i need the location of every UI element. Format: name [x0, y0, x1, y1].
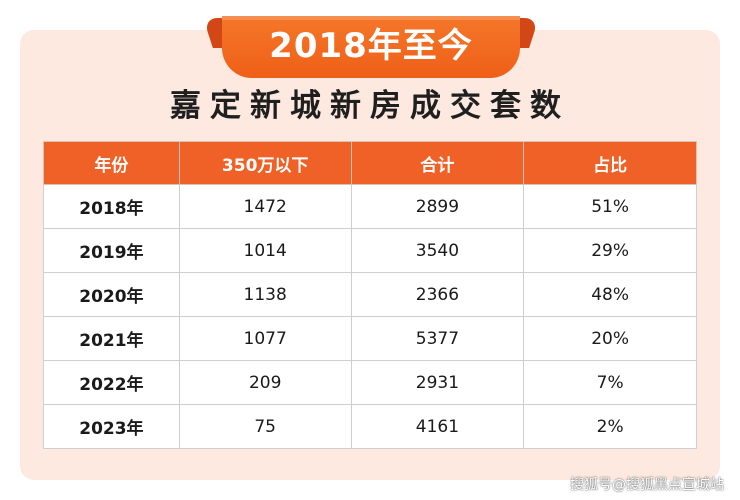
cell-total: 3540 [350, 228, 525, 273]
source-watermark: 搜狐号@搜狐黑点宣城站 [570, 477, 724, 493]
cell-total: 4161 [350, 404, 525, 449]
cell-year: 2022年 [43, 360, 180, 405]
cell-year: 2023年 [43, 404, 180, 449]
cell-year: 2020年 [43, 272, 180, 317]
cell-share: 7% [523, 360, 697, 405]
table-row: 2022年 209 2931 7% [43, 360, 697, 405]
ribbon-title: 2018年至今 [269, 26, 473, 66]
cell-under-3-5m: 1077 [178, 316, 352, 361]
header-year: 年份 [43, 141, 180, 185]
table-row: 2020年 1138 2366 48% [43, 272, 697, 317]
cell-under-3-5m: 1138 [178, 272, 352, 317]
ribbon-band [222, 16, 520, 78]
header-share: 占比 [523, 141, 697, 185]
cell-share: 48% [523, 272, 697, 317]
cell-share: 29% [523, 228, 697, 273]
cell-under-3-5m: 1014 [178, 228, 352, 273]
chart-title: 嘉定新城新房成交套数 [170, 88, 570, 124]
cell-total: 2899 [350, 184, 525, 229]
cell-year: 2018年 [43, 184, 180, 229]
header-under-3-5m: 350万以下 [178, 141, 352, 185]
cell-year: 2019年 [43, 228, 180, 273]
cell-under-3-5m: 1472 [178, 184, 352, 229]
cell-total: 5377 [350, 316, 525, 361]
cell-share: 20% [523, 316, 697, 361]
table-row: 2018年 1472 2899 51% [43, 184, 697, 229]
table-row: 2021年 1077 5377 20% [43, 316, 697, 361]
cell-share: 2% [523, 404, 697, 449]
table-row: 2023年 75 4161 2% [43, 404, 697, 449]
title-ribbon: 2018年至今 [203, 12, 539, 82]
cell-share: 51% [523, 184, 697, 229]
sales-table: 年份 350万以下 合计 占比 2018年 1472 2899 51% 2019… [43, 141, 697, 449]
cell-total: 2931 [350, 360, 525, 405]
table-row: 2019年 1014 3540 29% [43, 228, 697, 273]
header-total: 合计 [350, 141, 525, 185]
cell-under-3-5m: 75 [178, 404, 352, 449]
cell-under-3-5m: 209 [178, 360, 352, 405]
table-header-row: 年份 350万以下 合计 占比 [43, 141, 697, 185]
cell-year: 2021年 [43, 316, 180, 361]
cell-total: 2366 [350, 272, 525, 317]
